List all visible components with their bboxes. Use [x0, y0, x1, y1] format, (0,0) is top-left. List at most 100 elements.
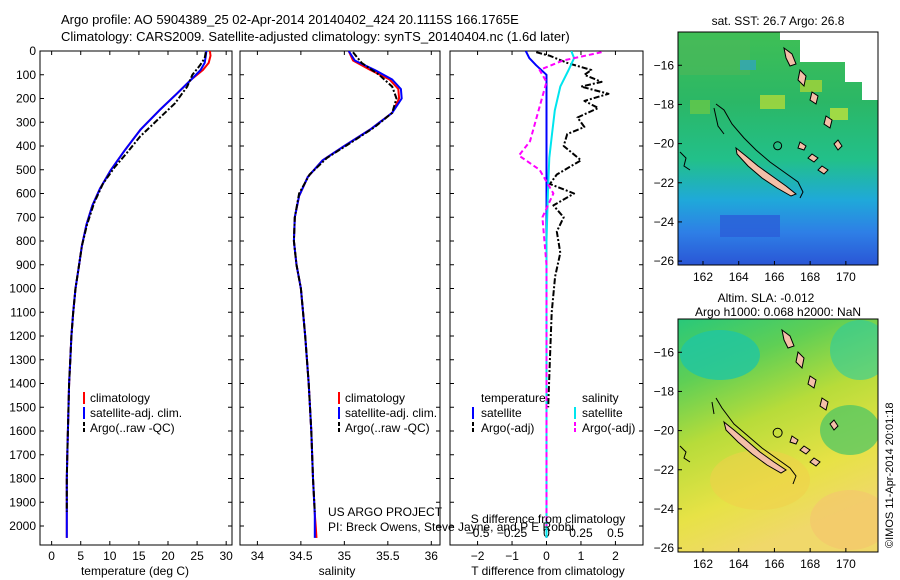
series-line-temperature-argo-adj- — [535, 51, 610, 408]
map-y-tick-label: −18 — [654, 384, 675, 398]
y-tick-label: 600 — [16, 187, 36, 201]
project-annotation-line2: PI: Breck Owens, Steve Jayne, and P E Ro… — [328, 520, 574, 534]
temperature-legend: climatology satellite-adj. clim. Argo(..… — [83, 391, 182, 435]
x-tick-label: −1 — [505, 549, 519, 563]
salinity-series — [292, 51, 403, 538]
y-tick-label: 1200 — [9, 329, 36, 343]
x2-tick-label: −0.25 — [497, 526, 528, 540]
legend-s-satellite-label: satellite — [582, 406, 623, 420]
x-tick-label: 30 — [220, 549, 234, 563]
loyalty-islands — [797, 141, 829, 175]
legend-salinity-title: salinity — [582, 391, 619, 405]
sst-missing — [800, 32, 878, 62]
map-x-tick-label: 166 — [764, 270, 784, 284]
difference-depth-ticks — [450, 50, 643, 527]
legend-climatology-label: climatology — [90, 391, 150, 405]
map-y-tick-label: −26 — [654, 254, 675, 268]
y-tick-label: 400 — [16, 139, 36, 153]
x-tick-label: −2 — [471, 549, 485, 563]
t-difference-x-axis: −2 −1 0 1 2 — [471, 51, 619, 563]
new-caledonia-island — [723, 420, 787, 474]
sst-patch — [830, 108, 848, 120]
map-x-tick-label: 164 — [729, 270, 749, 284]
argo-float-marker — [772, 427, 783, 438]
x-tick-label: 2 — [612, 549, 619, 563]
sst-map — [678, 32, 878, 265]
temperature-series — [65, 51, 212, 538]
map-y-tick-label: −22 — [654, 463, 675, 477]
temperature-panel-frame — [39, 50, 233, 546]
sla-map-ticks: 162 164 166 168 170 −16 −18 −20 −22 −24 −26 — [654, 345, 857, 571]
x-tick-label: 35 — [338, 549, 352, 563]
series-line-satellite-adj-clim- — [65, 51, 208, 538]
legend-satellite-label: satellite-adj. clim. — [90, 406, 182, 420]
sst-coast-fragment — [679, 151, 691, 171]
y-tick-label: 500 — [16, 163, 36, 177]
map-x-tick-label: 168 — [800, 270, 820, 284]
x-tick-label: 15 — [132, 549, 146, 563]
map-y-tick-label: −24 — [654, 502, 675, 516]
sla-blob — [810, 490, 878, 550]
x-tick-label: 5 — [77, 549, 84, 563]
sla-blob — [680, 330, 760, 380]
x-tick-label: 35.5 — [376, 549, 400, 563]
legend-temperature-title: temperature — [481, 391, 546, 405]
sla-map-title-line1: Altim. SLA: -0.012 — [718, 291, 815, 305]
y-tick-label: 800 — [16, 234, 36, 248]
x-tick-label: 25 — [190, 549, 204, 563]
figure-title-line1: Argo profile: AO 5904389_25 02-Apr-2014 … — [61, 12, 519, 27]
y-tick-label: 900 — [16, 258, 36, 272]
legend-climatology-label: climatology — [345, 391, 405, 405]
legend-satellite-label: satellite-adj. clim. — [345, 406, 437, 420]
salinity-depth-ticks — [240, 50, 440, 527]
y-tick-label: 100 — [16, 68, 36, 82]
x2-tick-label: −0.5 — [466, 526, 490, 540]
salinity-x-axis: 34 34.5 35 35.5 36 — [251, 51, 439, 563]
sst-map-frame — [677, 31, 879, 266]
map-y-tick-label: −26 — [654, 541, 675, 555]
y-tick-label: 300 — [16, 115, 36, 129]
map-y-tick-label: −16 — [654, 58, 675, 72]
series-line-argo-raw-qc- — [292, 51, 398, 512]
new-caledonia-island — [735, 146, 797, 197]
sst-missing — [862, 82, 878, 100]
sst-patch — [760, 95, 785, 109]
salinity-legend: climatology satellite-adj. clim. Argo(..… — [338, 391, 437, 435]
figure-title-line2: Climatology: CARS2009. Satellite-adjuste… — [61, 29, 570, 44]
series-line-climatology — [65, 51, 212, 538]
y-tick-label: 1800 — [9, 472, 36, 486]
sst-missing — [780, 32, 800, 40]
t-difference-xlabel: T difference from climatology — [471, 564, 625, 578]
map-y-tick-label: −22 — [654, 176, 675, 190]
x2-tick-label: 0.5 — [607, 526, 624, 540]
x-tick-label: 0 — [48, 549, 55, 563]
y-tick-label: 1100 — [10, 305, 36, 319]
x-tick-label: 36 — [425, 549, 439, 563]
s-difference-xlabel: S difference from climatology — [471, 512, 626, 526]
legend-t-argo-label: Argo(-adj) — [481, 421, 534, 435]
sst-missing — [845, 62, 878, 82]
sla-map-frame — [677, 318, 879, 553]
salinity-xlabel: salinity — [319, 564, 356, 578]
difference-legend: temperature salinity satellite Argo(-adj… — [472, 391, 635, 435]
y-tick-label: 2000 — [9, 519, 36, 533]
x-tick-label: 34.5 — [289, 549, 313, 563]
sla-blob — [820, 405, 878, 455]
map-x-tick-label: 162 — [693, 270, 713, 284]
sst-patch — [690, 100, 710, 114]
y-tick-label: 1500 — [9, 400, 36, 414]
series-line-satellite-adj-clim- — [292, 51, 403, 538]
map-y-tick-label: −20 — [654, 424, 675, 438]
legend-argo-label: Argo(..raw -QC) — [90, 421, 175, 435]
legend-t-satellite-label: satellite — [481, 406, 522, 420]
reef-outline — [713, 103, 804, 199]
x2-tick-label: 0.25 — [569, 526, 593, 540]
y-tick-label: 1300 — [9, 353, 36, 367]
sst-patch — [740, 60, 756, 70]
sst-map-title: sat. SST: 26.7 Argo: 26.8 — [712, 14, 845, 28]
map-y-tick-label: −18 — [654, 97, 675, 111]
temperature-xlabel: temperature (deg C) — [81, 564, 189, 578]
map-x-tick-label: 170 — [836, 270, 856, 284]
x-tick-label: 20 — [161, 549, 175, 563]
